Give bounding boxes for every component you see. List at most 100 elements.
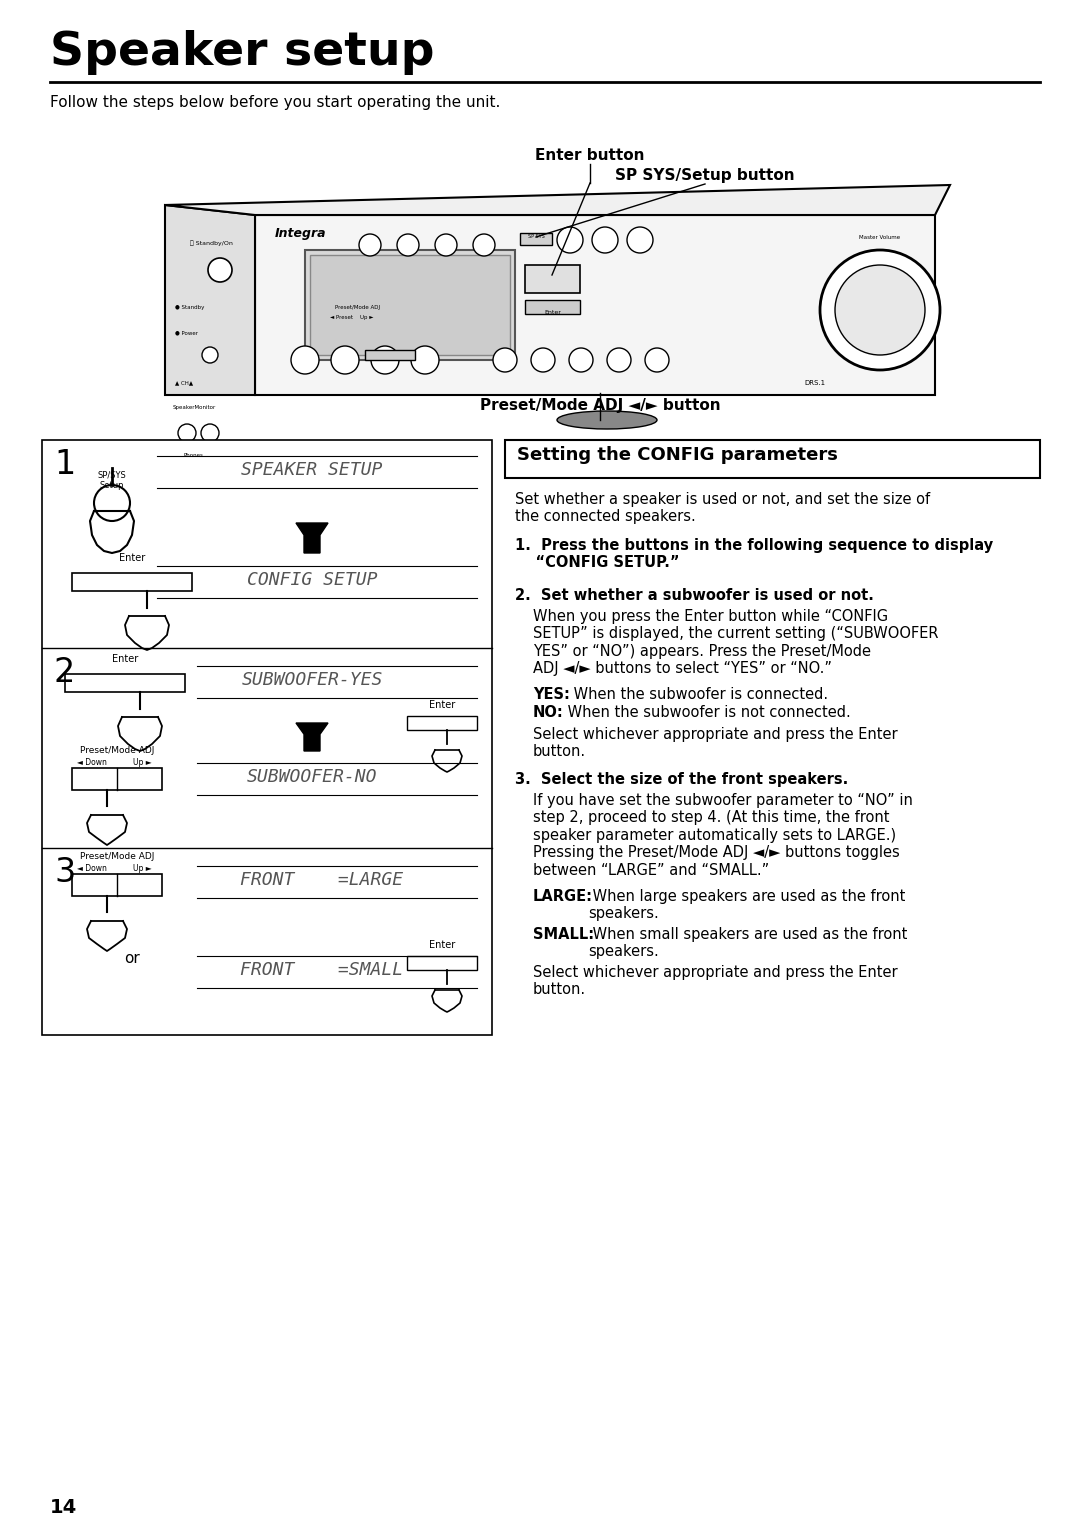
Text: SPEAKER SETUP: SPEAKER SETUP xyxy=(241,461,382,478)
Text: Select whichever appropriate and press the Enter
button.: Select whichever appropriate and press t… xyxy=(534,966,897,998)
Bar xyxy=(407,957,477,970)
Bar xyxy=(525,264,580,293)
Text: When you press the Enter button while “CONFIG
SETUP” is displayed, the current s: When you press the Enter button while “C… xyxy=(534,610,939,677)
Circle shape xyxy=(330,345,359,374)
Text: SMALL:: SMALL: xyxy=(534,927,594,941)
Text: Enter: Enter xyxy=(119,553,145,562)
Bar xyxy=(519,232,552,244)
Circle shape xyxy=(627,228,653,254)
Circle shape xyxy=(208,258,232,283)
Text: Select whichever appropriate and press the Enter
button.: Select whichever appropriate and press t… xyxy=(534,727,897,759)
Circle shape xyxy=(192,468,208,483)
Circle shape xyxy=(531,348,555,371)
Text: Preset/Mode ADJ: Preset/Mode ADJ xyxy=(80,746,154,755)
Text: or: or xyxy=(124,950,140,966)
Text: CONFIG SETUP: CONFIG SETUP xyxy=(246,571,377,588)
Text: ▲ CH▲: ▲ CH▲ xyxy=(175,380,193,385)
Text: LARGE:: LARGE: xyxy=(534,889,593,905)
Text: SUBWOOFER-NO: SUBWOOFER-NO xyxy=(246,769,377,785)
Text: NO:: NO: xyxy=(534,704,564,720)
Text: 14: 14 xyxy=(50,1497,78,1517)
Text: Up ►: Up ► xyxy=(133,758,151,767)
Text: DRS.1: DRS.1 xyxy=(805,380,825,387)
Text: Enter: Enter xyxy=(429,940,455,950)
Circle shape xyxy=(201,423,219,442)
Text: Integra: Integra xyxy=(275,228,326,240)
Ellipse shape xyxy=(557,411,657,429)
Polygon shape xyxy=(165,185,950,215)
Circle shape xyxy=(569,348,593,371)
Circle shape xyxy=(372,345,399,374)
Text: Enter: Enter xyxy=(429,700,455,711)
Circle shape xyxy=(202,347,218,364)
Circle shape xyxy=(435,234,457,257)
Text: SP SYS: SP SYS xyxy=(528,234,544,238)
Circle shape xyxy=(178,423,195,442)
Circle shape xyxy=(291,345,319,374)
Text: 3: 3 xyxy=(54,856,76,889)
Text: ◄ Down: ◄ Down xyxy=(77,863,107,872)
Text: ◄ Preset    Up ►: ◄ Preset Up ► xyxy=(330,315,374,319)
Text: FRONT    =LARGE: FRONT =LARGE xyxy=(241,871,404,889)
Circle shape xyxy=(359,234,381,257)
Text: ● Standby: ● Standby xyxy=(175,306,204,310)
Text: SpeakerMonitor: SpeakerMonitor xyxy=(173,405,216,410)
Circle shape xyxy=(592,228,618,254)
Circle shape xyxy=(820,251,940,370)
Circle shape xyxy=(94,484,130,521)
Text: When the subwoofer is not connected.: When the subwoofer is not connected. xyxy=(563,704,851,720)
Bar xyxy=(310,255,510,354)
Circle shape xyxy=(557,228,583,254)
Circle shape xyxy=(411,345,438,374)
Text: Phones: Phones xyxy=(183,452,203,458)
Text: Enter: Enter xyxy=(112,654,138,665)
Text: Enter: Enter xyxy=(544,310,562,315)
Text: Follow the steps below before you start operating the unit.: Follow the steps below before you start … xyxy=(50,95,500,110)
Circle shape xyxy=(835,264,924,354)
Text: YES:: YES: xyxy=(534,688,570,701)
Text: FRONT    =SMALL: FRONT =SMALL xyxy=(241,961,404,979)
Text: Up ►: Up ► xyxy=(133,863,151,872)
Bar xyxy=(365,350,415,361)
Text: Setting the CONFIG parameters: Setting the CONFIG parameters xyxy=(517,446,838,465)
Text: Preset/Mode ADJ: Preset/Mode ADJ xyxy=(80,853,154,860)
Text: Speaker setup: Speaker setup xyxy=(50,31,434,75)
Polygon shape xyxy=(296,723,328,750)
Polygon shape xyxy=(296,523,328,553)
Text: 1.  Press the buttons in the following sequence to display
    “CONFIG SETUP.”: 1. Press the buttons in the following se… xyxy=(515,538,994,570)
Polygon shape xyxy=(165,205,255,396)
Text: SP/SYS
Setup: SP/SYS Setup xyxy=(97,471,126,490)
Text: When large speakers are used as the front
speakers.: When large speakers are used as the fron… xyxy=(588,889,905,921)
Bar xyxy=(525,299,580,313)
Bar xyxy=(255,215,935,396)
Text: Ⓕ Standby/On: Ⓕ Standby/On xyxy=(190,240,233,246)
Text: Set whether a speaker is used or not, and set the size of
the connected speakers: Set whether a speaker is used or not, an… xyxy=(515,492,930,524)
Text: Enter button: Enter button xyxy=(536,148,645,163)
Bar xyxy=(72,874,162,895)
Text: Master Volume: Master Volume xyxy=(860,235,901,240)
Text: 1: 1 xyxy=(54,448,76,481)
Bar xyxy=(505,440,1040,478)
Bar xyxy=(42,440,492,1034)
Text: 3.  Select the size of the front speakers.: 3. Select the size of the front speakers… xyxy=(515,772,848,787)
Bar xyxy=(72,573,192,591)
Text: 2.  Set whether a subwoofer is used or not.: 2. Set whether a subwoofer is used or no… xyxy=(515,588,874,604)
Bar xyxy=(72,769,162,790)
Circle shape xyxy=(397,234,419,257)
Text: If you have set the subwoofer parameter to “NO” in
step 2, proceed to step 4. (A: If you have set the subwoofer parameter … xyxy=(534,793,913,877)
Circle shape xyxy=(645,348,669,371)
Bar xyxy=(407,717,477,730)
Text: Preset/Mode ADJ ◄/► button: Preset/Mode ADJ ◄/► button xyxy=(480,397,720,413)
Bar xyxy=(305,251,515,361)
Bar xyxy=(65,674,185,692)
Circle shape xyxy=(473,234,495,257)
Text: 2: 2 xyxy=(54,656,76,689)
Text: Preset/Mode ADJ: Preset/Mode ADJ xyxy=(335,306,380,310)
Text: When small speakers are used as the front
speakers.: When small speakers are used as the fron… xyxy=(588,927,907,960)
Text: ● Power: ● Power xyxy=(175,330,198,335)
Circle shape xyxy=(607,348,631,371)
Circle shape xyxy=(492,348,517,371)
Text: When the subwoofer is connected.: When the subwoofer is connected. xyxy=(569,688,828,701)
Text: SP SYS/Setup button: SP SYS/Setup button xyxy=(616,168,795,183)
Text: ◄ Down: ◄ Down xyxy=(77,758,107,767)
